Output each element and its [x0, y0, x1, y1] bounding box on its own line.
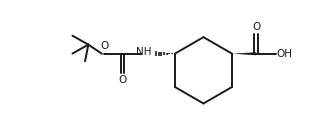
Text: O: O	[100, 41, 108, 51]
Polygon shape	[232, 52, 256, 55]
Text: OH: OH	[277, 49, 293, 59]
Text: O: O	[118, 75, 127, 85]
Text: NH: NH	[136, 47, 151, 57]
Text: O: O	[252, 22, 260, 32]
